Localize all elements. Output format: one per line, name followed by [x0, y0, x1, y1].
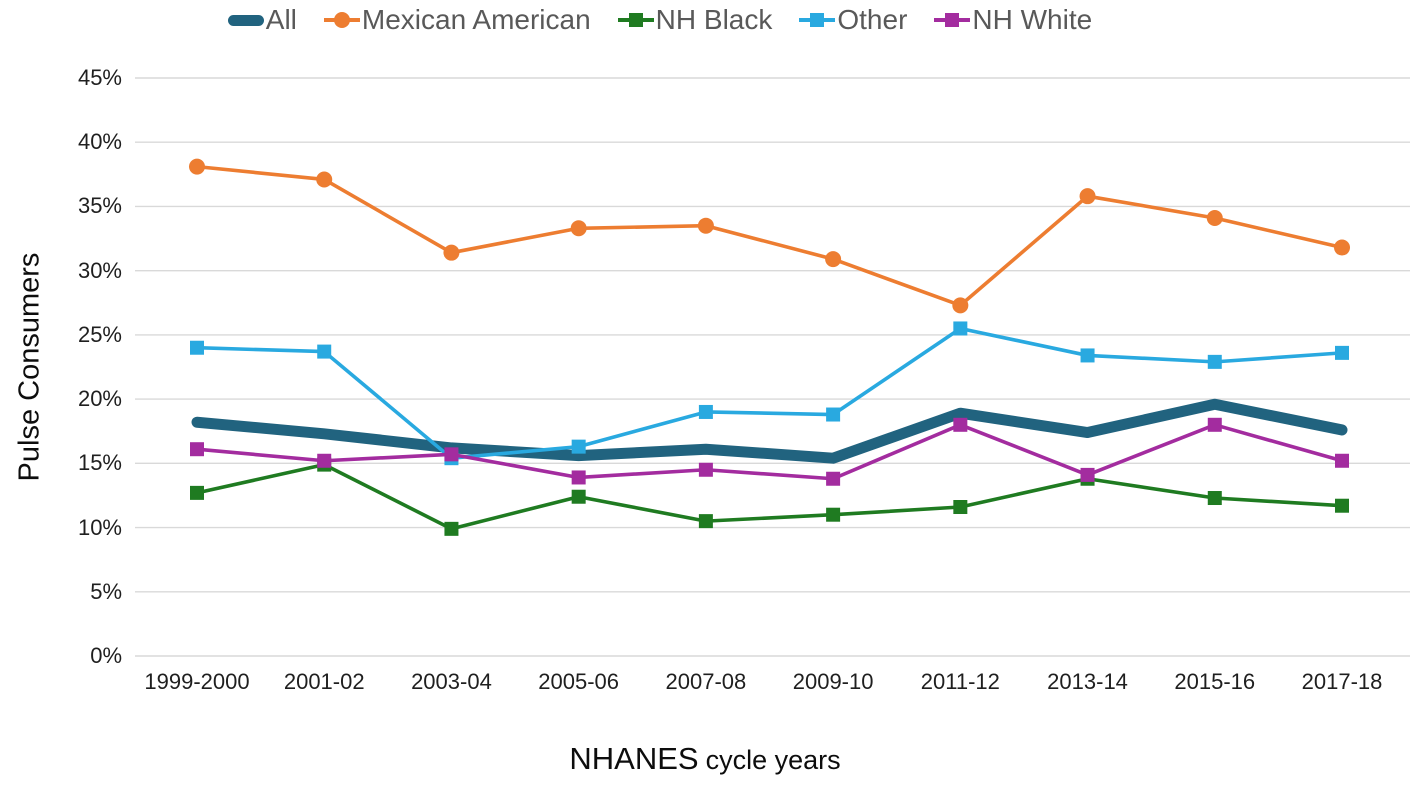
x-tick-label: 2015-16 [1174, 669, 1256, 694]
marker-nh-white [1335, 453, 1349, 468]
marker-nh-white [317, 453, 332, 468]
legend: All Mexican American NH Black Other NH White [0, 4, 1320, 36]
x-axis-title-main: NHANES [569, 741, 699, 776]
x-tick-label: 2001-02 [283, 669, 365, 694]
legend-label: NH Black [655, 4, 773, 35]
marker-other [190, 340, 204, 355]
series-line-nh-black [195, 462, 1344, 531]
y-tick-label: 20% [77, 386, 122, 412]
legend-item-mexican-american: Mexican American [323, 4, 591, 36]
marker-other [1207, 354, 1222, 369]
legend-swatch-other [799, 5, 836, 35]
legend-item-nh-black: NH Black [617, 4, 773, 36]
x-tick-label: 1999-2000 [144, 669, 250, 694]
marker-mexican-american [697, 217, 714, 234]
marker-nh-white [444, 447, 459, 462]
marker-other [1335, 345, 1349, 360]
marker-nh-white [1207, 417, 1222, 432]
series-nh-white [190, 417, 1349, 486]
legend-item-nh-white: NH White [934, 4, 1092, 36]
marker-nh-black [571, 489, 586, 504]
legend-swatch-nh-white [934, 5, 971, 35]
marker-other [698, 404, 713, 419]
square-marker-icon [628, 13, 643, 27]
marker-mexican-american [825, 251, 842, 268]
marker-nh-white [1080, 467, 1095, 482]
y-tick-label: 25% [77, 321, 122, 347]
marker-nh-white [190, 442, 204, 457]
marker-other [1080, 348, 1095, 363]
x-tick-label: 2005-06 [538, 669, 620, 694]
marker-mexican-american [952, 297, 969, 314]
marker-nh-black [826, 507, 841, 522]
series-line-other [195, 326, 1344, 460]
x-tick-label: 2011-12 [920, 669, 1000, 694]
y-tick-label: 45% [77, 65, 122, 90]
legend-item-other: Other [799, 4, 907, 36]
y-tick-label: 10% [77, 514, 122, 540]
x-tick-label: 2009-10 [792, 669, 874, 694]
marker-nh-white [571, 470, 586, 485]
marker-nh-white [953, 417, 968, 432]
marker-nh-black [190, 485, 204, 500]
marker-mexican-american [189, 158, 205, 175]
marker-nh-black [953, 500, 968, 515]
series-mexican-american [189, 158, 1350, 314]
y-tick-label: 15% [77, 450, 122, 476]
marker-other [826, 407, 841, 422]
marker-mexican-american [570, 220, 587, 237]
square-marker-icon [945, 13, 960, 27]
y-tick-label: 5% [90, 578, 122, 604]
gridlines [135, 77, 1410, 657]
series-all [191, 398, 1348, 464]
legend-swatch-nh-black [617, 5, 654, 35]
marker-mexican-american [443, 244, 460, 261]
legend-label: NH White [972, 4, 1093, 35]
x-axis-title: NHANES cycle years [569, 741, 840, 777]
circle-marker-icon [333, 12, 350, 28]
series-line-mexican-american [195, 164, 1344, 308]
x-tick-label: 2013-14 [1047, 669, 1128, 694]
legend-swatch-all [227, 5, 264, 35]
x-tick-label: 2003-04 [411, 669, 492, 694]
legend-item-all: All [227, 4, 297, 36]
marker-nh-black [1335, 498, 1349, 513]
x-tick-label: 2007-08 [665, 669, 747, 694]
marker-nh-black [698, 514, 713, 529]
marker-other [571, 439, 586, 454]
marker-other [317, 344, 332, 359]
marker-mexican-american [1079, 188, 1096, 205]
y-tick-label: 0% [90, 643, 122, 668]
x-tick-label: 2017-18 [1301, 669, 1383, 694]
marker-mexican-american [1206, 210, 1223, 227]
y-tick-label: 35% [77, 193, 122, 219]
series-line-all [191, 398, 1348, 464]
square-marker-icon [810, 13, 825, 27]
series-nh-black [190, 457, 1349, 536]
marker-nh-white [698, 462, 713, 477]
marker-nh-white [826, 471, 841, 486]
marker-nh-black [444, 521, 459, 536]
y-tick-label: 30% [77, 257, 122, 283]
marker-mexican-american [316, 171, 333, 188]
legend-label: Mexican American [361, 4, 591, 35]
marker-nh-black [1207, 491, 1222, 506]
y-tick-label: 40% [77, 129, 122, 155]
series-line-nh-white [195, 422, 1344, 481]
legend-label: Other [837, 4, 908, 35]
thick-line-icon [227, 15, 264, 26]
marker-mexican-american [1334, 239, 1350, 256]
legend-swatch-mexican-american [323, 5, 360, 35]
x-axis-title-sub: cycle years [705, 745, 841, 775]
legend-label: All [265, 4, 297, 35]
marker-other [953, 321, 968, 336]
